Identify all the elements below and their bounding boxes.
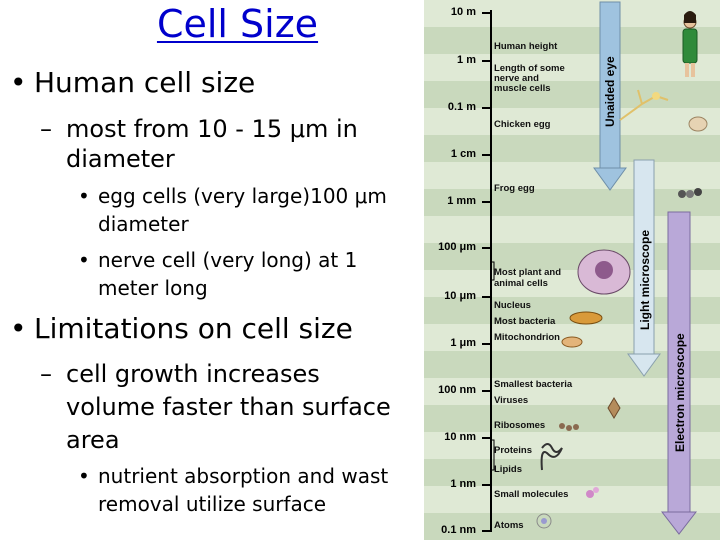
range-label-unaided-eye: Unaided eye [603,56,617,127]
item-lipids: Lipids [494,464,522,475]
slide-title: Cell Size [156,2,319,46]
scale-label: 10 μm [444,290,476,302]
scale-axis-line [490,10,492,532]
sub-sub-bullet-line: diameter [98,212,189,236]
sub-sub-bullet-line: nutrient absorption and wast [98,464,389,488]
range-arrows [490,1,708,535]
sub-bullet-line: volume faster than surface [66,393,391,421]
scale-label: 1 mm [447,195,476,207]
item-mitochondrion: Mitochondrion [494,332,560,343]
sub-bullet-line: most from 10 - 15 μm in [66,115,358,143]
sub-bullet-line: cell growth increases [66,360,320,388]
item-atoms: Atoms [494,520,524,531]
sub-sub-bullet-line: meter long [98,276,208,300]
item-bacteria: Most bacteria [494,316,556,327]
sub-bullet-line: area [66,426,120,454]
scale-label: 1 nm [450,478,476,490]
sub-sub-bullet-line: egg cells (very large)100 μm [98,184,387,208]
scale-label: 1 μm [450,337,476,349]
bullet-text: Limitations on cell size [34,312,353,345]
scale-label: 100 μm [438,241,476,253]
scale-label: 0.1 nm [441,524,476,536]
bullet-text: Human cell size [34,66,256,99]
range-label-light-microscope: Light microscope [638,229,652,330]
size-scale-figure: 10 m 1 m 0.1 m 1 cm 1 mm 100 μm 10 μm 1 … [424,0,720,540]
item-small-molecules: Small molecules [494,489,569,500]
sub-sub-bullet-line: removal utilize surface [98,492,327,516]
item-human-height: Human height [494,41,558,52]
item-frog-egg: Frog egg [494,183,535,194]
item-plant-line2: animal cells [494,278,548,289]
scale-label: 10 nm [444,431,476,443]
item-smallest-bacteria: Smallest bacteria [494,379,573,390]
item-chicken-egg: Chicken egg [494,119,551,130]
scale-label: 1 m [457,54,476,66]
sub-bullet-line: diameter [66,145,175,173]
item-ribosomes: Ribosomes [494,420,546,431]
item-viruses: Viruses [494,395,529,406]
scale-label: 1 cm [450,148,476,160]
item-nerve-line2: nerve and [494,73,539,84]
item-nucleus: Nucleus [494,300,531,311]
item-nerve-line3: muscle cells [494,83,551,94]
scale-label: 10 m [450,6,476,18]
scale-label: 100 nm [438,384,476,396]
item-nerve-line1: Length of some [494,63,565,74]
scale-label: 0.1 m [447,101,476,113]
range-label-electron-microscope: Electron microscope [673,333,687,452]
item-proteins: Proteins [494,445,533,456]
item-plant-line1: Most plant and [494,267,562,278]
sub-sub-bullet-line: nerve cell (very long) at 1 [98,248,358,272]
